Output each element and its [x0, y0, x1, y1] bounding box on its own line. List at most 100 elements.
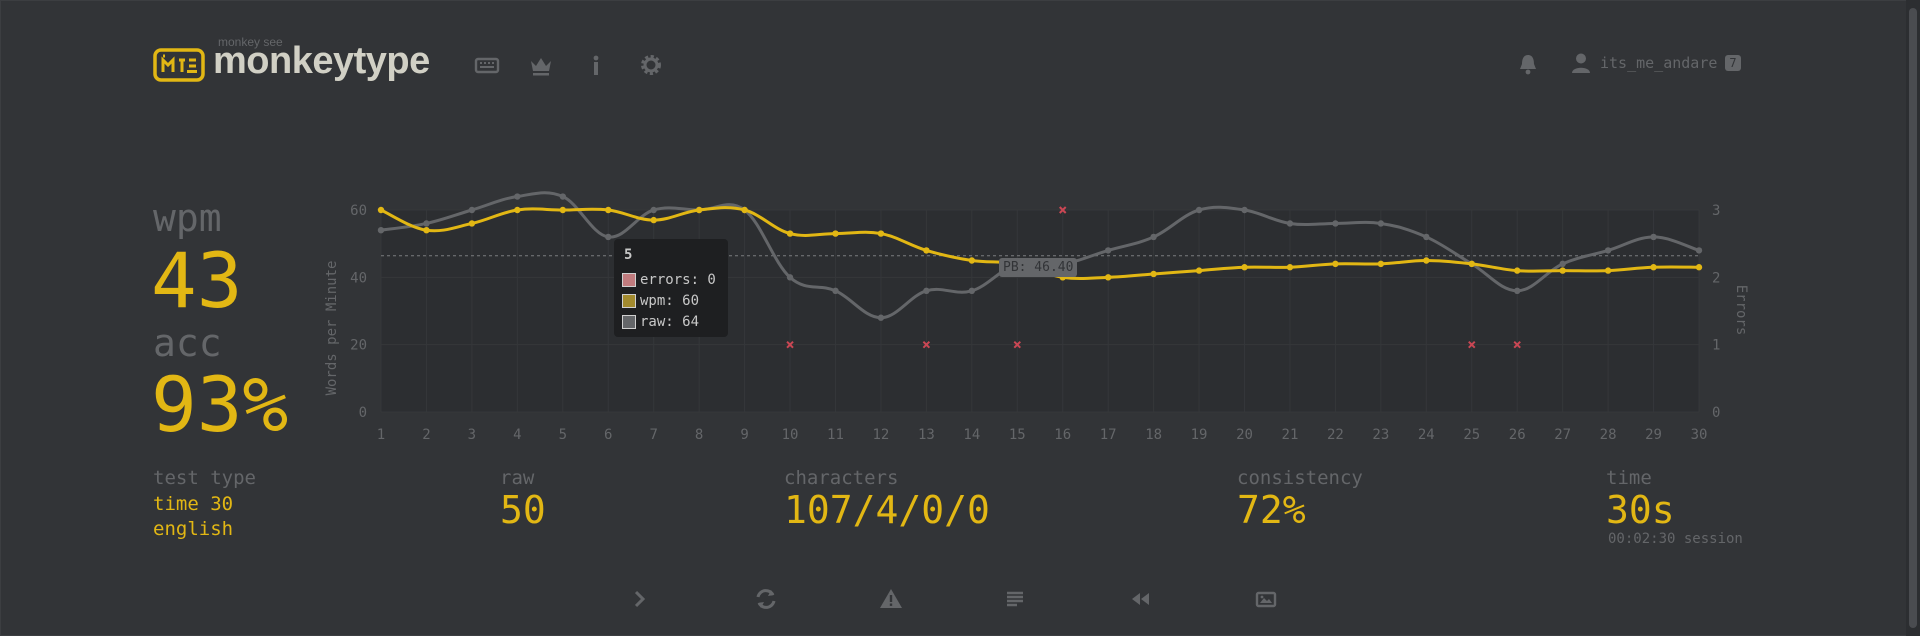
raw-point	[468, 206, 476, 214]
wpm-point	[1650, 264, 1657, 271]
tooltip-wpm-swatch	[622, 294, 636, 308]
x-tick-label: 8	[695, 427, 703, 443]
x-tick-label: 25	[1463, 427, 1480, 443]
wpm-point	[468, 220, 476, 227]
wpm-point	[1332, 260, 1339, 268]
tooltip-raw-swatch	[622, 315, 636, 329]
bell-icon[interactable]	[1516, 52, 1540, 76]
raw-point	[877, 314, 885, 321]
chart-plot-area	[381, 210, 1699, 412]
x-tick-label: 19	[1191, 427, 1208, 443]
x-tick-label: 24	[1418, 427, 1435, 443]
logo-subtitle: monkey see	[218, 35, 283, 49]
x-tick-label: 26	[1509, 427, 1526, 443]
error-point	[1468, 340, 1476, 349]
raw-point	[1104, 247, 1112, 254]
x-tick-label: 15	[1009, 427, 1026, 443]
tooltip-errors-row: errors: 0	[622, 272, 716, 288]
raw-point	[605, 233, 612, 241]
tooltip-wpm-row: wpm: 60	[622, 293, 699, 309]
y2-tick-label: 2	[1712, 270, 1720, 286]
next-test-button[interactable]	[625, 584, 655, 614]
wpm-point	[1286, 264, 1294, 271]
scrollbar-thumb[interactable]	[1909, 8, 1917, 628]
scrollbar[interactable]	[1906, 0, 1920, 636]
x-tick-label: 7	[649, 427, 657, 443]
raw-point	[968, 287, 976, 294]
raw-point	[650, 206, 657, 214]
tooltip-raw: raw: 64	[640, 314, 700, 330]
raw-point	[1195, 206, 1203, 214]
user-account[interactable]: its_me_andare 7	[1570, 52, 1741, 74]
raw-point	[423, 220, 430, 227]
y-tick-label: 20	[350, 338, 367, 354]
logo-text[interactable]: monkeytype	[213, 40, 430, 82]
raw-point	[923, 287, 930, 294]
user-icon	[1572, 53, 1590, 73]
test-type-language: english	[153, 518, 234, 540]
x-tick-label: 5	[559, 427, 567, 443]
raw-label: raw	[500, 467, 535, 489]
wpm-point	[923, 247, 930, 254]
tooltip-wpm: wpm: 60	[640, 293, 700, 309]
x-tick-label: 14	[963, 427, 980, 443]
restart-button[interactable]	[751, 584, 781, 614]
x-tick-label: 17	[1100, 427, 1117, 443]
report-warning-button[interactable]	[876, 584, 906, 614]
wpm-point	[559, 206, 566, 214]
wpm-point	[1468, 260, 1475, 268]
raw-point	[377, 227, 385, 234]
y-axis-ticks: 0 20 40 60	[350, 203, 367, 421]
info-icon[interactable]	[583, 52, 609, 78]
raw-point	[1241, 206, 1248, 214]
raw-point	[786, 274, 794, 281]
wpm-point	[1195, 267, 1203, 274]
x-tick-label: 9	[740, 427, 748, 443]
x-tick-label: 20	[1236, 427, 1253, 443]
x-tick-label: 29	[1645, 427, 1662, 443]
error-mark	[1059, 206, 1067, 214]
raw-point	[832, 287, 839, 294]
x-tick-label: 21	[1282, 427, 1299, 443]
time-label: time	[1606, 467, 1652, 489]
wpm-point	[1150, 270, 1157, 278]
words-history-button[interactable]	[1000, 584, 1030, 614]
logo-icon[interactable]	[153, 48, 205, 82]
x-tick-label: 11	[827, 427, 844, 443]
screenshot-button[interactable]	[1251, 584, 1281, 614]
error-point	[1513, 340, 1521, 349]
x-tick-label: 2	[422, 427, 430, 443]
wpm-point	[605, 206, 612, 214]
raw-point	[1604, 247, 1612, 254]
x-tick-label: 30	[1691, 427, 1708, 443]
x-tick-label: 23	[1372, 427, 1389, 443]
error-point	[1059, 206, 1067, 214]
wpm-point	[741, 206, 748, 214]
wpm-point	[514, 206, 521, 214]
tooltip-raw-row: raw: 64	[622, 314, 699, 330]
raw-point	[1559, 260, 1566, 268]
gear-icon[interactable]	[638, 52, 664, 78]
raw-point	[1150, 233, 1157, 241]
y2-axis-ticks: 0 1 2 3	[1712, 203, 1720, 421]
acc-label: acc	[153, 321, 222, 365]
wpm-point	[1514, 267, 1521, 274]
y-tick-label: 0	[359, 405, 367, 421]
username[interactable]: its_me_andare	[1600, 54, 1718, 72]
wpm-series-points	[377, 206, 1703, 281]
raw-point	[1695, 247, 1703, 254]
wpm-point	[695, 206, 703, 214]
raw-point	[514, 193, 521, 200]
wpm-point	[1241, 264, 1248, 271]
tooltip-title: 5	[624, 247, 633, 263]
y2-tick-label: 1	[1712, 338, 1720, 354]
wpm-point	[1604, 267, 1612, 274]
keyboard-icon[interactable]	[474, 52, 500, 78]
wpm-label: wpm	[153, 196, 222, 240]
tooltip-errors-swatch	[622, 273, 636, 287]
replay-button[interactable]	[1125, 584, 1155, 614]
wpm-point	[968, 257, 976, 264]
wpm-point	[1104, 274, 1112, 281]
crown-icon[interactable]	[528, 52, 554, 78]
